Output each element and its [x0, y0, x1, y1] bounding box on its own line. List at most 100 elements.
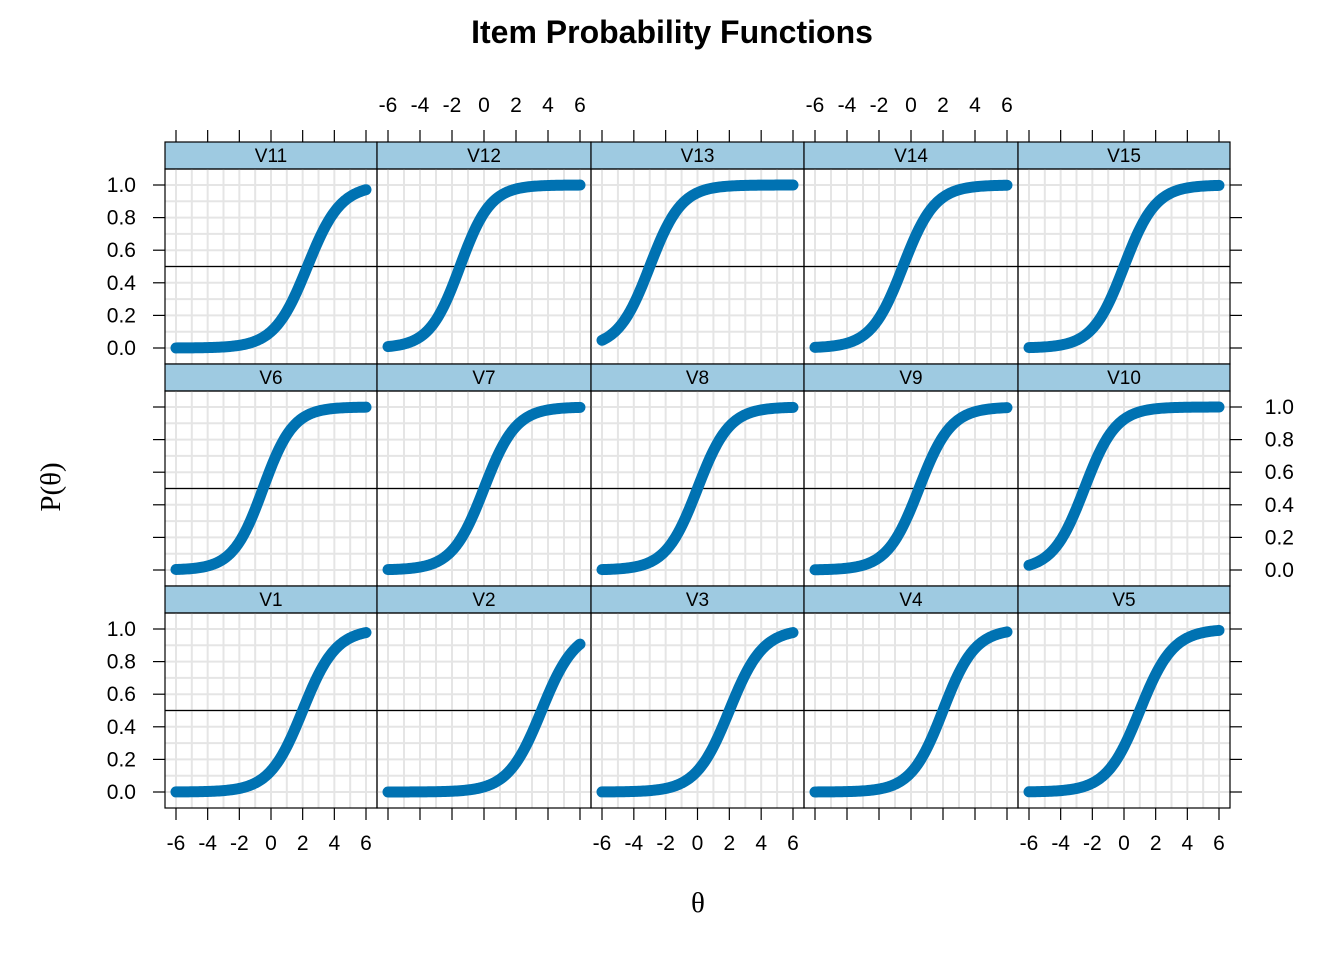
y-tick-label: 0.2 [107, 304, 136, 327]
strip-header [376, 585, 592, 614]
x-tick-label: 4 [542, 94, 554, 117]
series-curve-v9 [809, 402, 1013, 576]
panel-v4: V4 [803, 585, 1019, 820]
series-curve-v10 [1023, 401, 1225, 571]
strip-label: V6 [259, 368, 282, 389]
x-tick-label: -6 [806, 94, 825, 117]
panel-v11: V11 0.0 0.2 0.4 0.6 0.8 1.0 [107, 130, 378, 365]
y-tick-label: 0.6 [107, 683, 136, 706]
series-curve-v8 [596, 401, 799, 576]
strip-header [1017, 585, 1231, 614]
x-tick-label: 0 [905, 94, 917, 117]
y-tick-label: 1.0 [1265, 396, 1294, 419]
strip-label: V7 [472, 368, 495, 389]
x-tick-label: 6 [1001, 94, 1013, 117]
y-tick-label: 1.0 [107, 618, 136, 641]
strip-label: V14 [894, 146, 928, 167]
strip-label: V13 [681, 146, 715, 167]
x-tick-label: 4 [328, 832, 340, 855]
panel-v1: V1 -6 -4 -2 0 2 4 6 0.0 0.2 0.4 0.6 0.8 1.0 [107, 585, 378, 855]
x-tick-label: 6 [1213, 832, 1225, 855]
x-tick-label: -6 [593, 832, 612, 855]
panel-v10: V10 0.0 0.2 0.4 0.6 0.8 1.0 [1017, 363, 1295, 587]
y-tick-label: 0.8 [107, 207, 136, 230]
y-tick-label: 0.4 [107, 716, 137, 739]
strip-header [1017, 363, 1231, 392]
series-curve-v3 [596, 627, 799, 798]
series-curve-v2 [382, 638, 586, 798]
x-tick-label: 0 [1118, 832, 1130, 855]
x-tick-label: 2 [723, 832, 735, 855]
x-tick-label: -2 [443, 94, 462, 117]
y-tick-label: 0.0 [107, 337, 136, 360]
series-curve-v1 [170, 627, 372, 798]
strip-header [376, 363, 592, 392]
panel-v3: V3 -6 -4 -2 0 2 4 6 [590, 585, 805, 855]
y-tick-label: 0.8 [107, 651, 136, 674]
panel-v5: V5 -6 -4 -2 0 2 4 6 [1017, 585, 1242, 855]
series-curve-v12 [382, 179, 586, 353]
x-tick-label: -4 [838, 94, 857, 117]
x-tick-label: 0 [265, 832, 277, 855]
x-tick-label: -4 [1051, 832, 1070, 855]
series-curve-v7 [382, 401, 586, 576]
strip-label: V10 [1107, 368, 1141, 389]
strip-header [164, 141, 378, 170]
x-tick-label: 2 [510, 94, 522, 117]
strip-header [590, 363, 805, 392]
x-tick-label: -2 [230, 832, 249, 855]
series-curve-v11 [170, 184, 372, 354]
y-tick-label: 0.2 [1265, 526, 1294, 549]
x-tick-label: 6 [360, 832, 372, 855]
x-tick-label: -2 [870, 94, 889, 117]
strip-header [803, 141, 1019, 170]
y-tick-label: 1.0 [107, 174, 136, 197]
series-curve-v4 [809, 626, 1013, 798]
strip-label: V3 [686, 590, 709, 611]
strip-label: V8 [686, 368, 709, 389]
x-tick-label: 2 [297, 832, 309, 855]
y-tick-label: 0.4 [1265, 494, 1295, 517]
y-tick-label: 0.8 [1265, 429, 1294, 452]
y-tick-label: 0.6 [1265, 461, 1294, 484]
y-tick-label: 0.4 [107, 272, 137, 295]
panel-v14: V14 -6 -4 -2 0 2 4 6 [803, 94, 1019, 365]
chart-title: Item Probability Functions [471, 14, 873, 50]
x-tick-label: -4 [198, 832, 217, 855]
series-curve-v6 [170, 401, 372, 575]
panel-v7: V7 [376, 363, 592, 587]
strip-label: V1 [259, 590, 282, 611]
series-curve-v15 [1023, 179, 1225, 354]
panel-v15: V15 [1017, 130, 1242, 365]
x-tick-label: 2 [937, 94, 949, 117]
x-tick-label: 0 [692, 832, 704, 855]
y-axis-label: P(θ) [35, 462, 67, 511]
strip-label: V11 [255, 146, 287, 167]
x-tick-label: 0 [478, 94, 490, 117]
strip-label: V15 [1107, 146, 1141, 167]
x-tick-label: -4 [411, 94, 430, 117]
strip-label: V4 [899, 590, 923, 611]
panel-v6: V6 [153, 363, 378, 587]
series-curve-v5 [1023, 624, 1225, 798]
strip-label: V5 [1112, 590, 1135, 611]
strip-header [803, 585, 1019, 614]
y-tick-label: 0.0 [1265, 559, 1294, 582]
panel-v13: V13 [590, 130, 805, 365]
series-curve-v13 [596, 179, 799, 346]
panel-v8: V8 [590, 363, 805, 587]
strip-header [376, 141, 592, 170]
y-tick-label: 0.6 [107, 239, 136, 262]
strip-label: V12 [467, 146, 501, 167]
x-tick-label: 4 [1181, 832, 1193, 855]
x-tick-label: 6 [787, 832, 799, 855]
panel-v12: V12 -6 -4 -2 0 2 4 6 [376, 94, 592, 365]
strip-header [164, 363, 378, 392]
x-tick-label: 2 [1150, 832, 1162, 855]
panel-v9: V9 [803, 363, 1019, 587]
x-axis-label: θ [691, 887, 705, 919]
strip-header [164, 585, 378, 614]
